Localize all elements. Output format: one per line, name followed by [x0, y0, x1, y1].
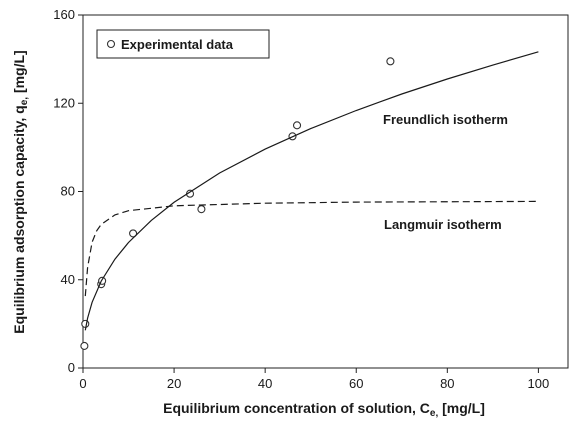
legend-box: [96, 29, 270, 59]
data-point: [80, 341, 89, 350]
x-label-unit: [mg/L]: [438, 400, 485, 416]
y-tick-label: 0: [68, 360, 75, 375]
y-tick-label: 40: [61, 272, 75, 287]
y-tick-label: 120: [53, 95, 75, 110]
plot-frame: [82, 14, 569, 369]
x-tick-label: 100: [528, 376, 550, 391]
curve-label: Freundlich isotherm: [383, 112, 508, 127]
y-axis-label: Equilibrium adsorption capacity, qe, [mg…: [11, 50, 30, 333]
curve: [84, 200, 539, 297]
y-label-sub: e,: [19, 97, 30, 106]
y-label-text: Equilibrium adsorption capacity, q: [11, 105, 27, 333]
x-label-sub: e,: [430, 408, 439, 419]
y-tick-label: 80: [61, 184, 75, 199]
y-tick-label: 160: [53, 7, 75, 22]
data-point: [197, 205, 206, 214]
x-tick-label: 60: [349, 376, 363, 391]
curve: [84, 51, 539, 331]
data-point: [386, 57, 395, 66]
legend-label: Experimental data: [121, 37, 234, 52]
legend-marker: [106, 39, 116, 49]
data-point: [81, 319, 90, 328]
x-tick-label: 40: [258, 376, 272, 391]
x-tick-label: 20: [167, 376, 181, 391]
data-point: [292, 121, 302, 130]
data-point: [129, 229, 138, 238]
x-axis-label: Equilibrium concentration of solution, C…: [163, 400, 485, 419]
x-label-text: Equilibrium concentration of solution, C: [163, 400, 430, 416]
y-label-unit: [mg/L]: [11, 50, 27, 97]
curve-label: Langmuir isotherm: [384, 217, 502, 232]
x-tick-label: 80: [440, 376, 454, 391]
x-tick-label: 0: [79, 376, 86, 391]
